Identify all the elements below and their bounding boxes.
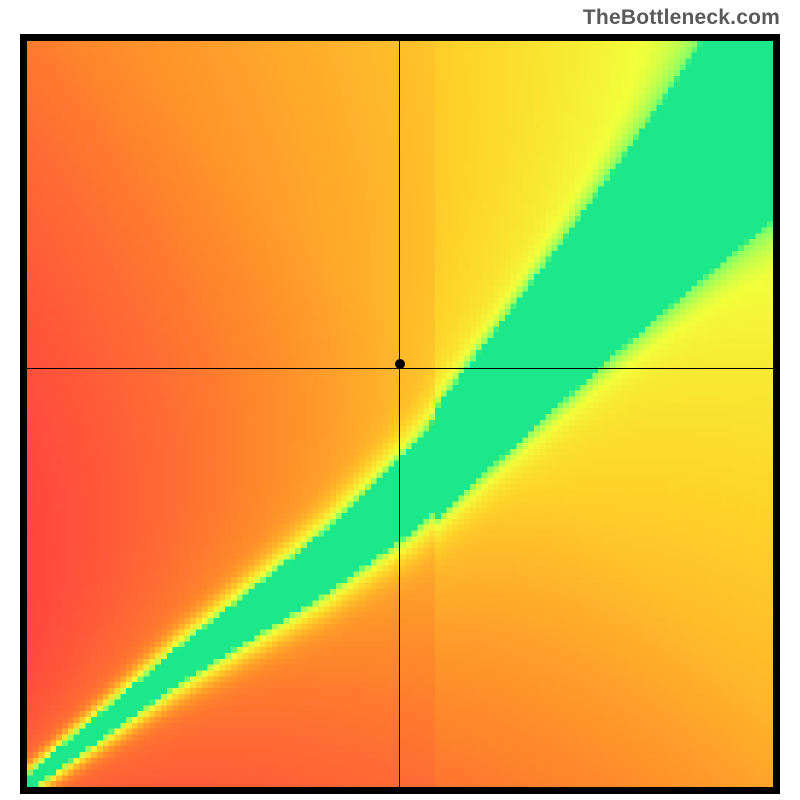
- stage: TheBottleneck.com: [0, 0, 800, 800]
- crosshair-vertical: [399, 41, 400, 787]
- selection-marker: [395, 359, 405, 369]
- heatmap-canvas: [27, 41, 773, 787]
- attribution-text: TheBottleneck.com: [583, 6, 780, 30]
- heatmap-plot: [27, 41, 773, 787]
- plot-frame: [20, 34, 780, 794]
